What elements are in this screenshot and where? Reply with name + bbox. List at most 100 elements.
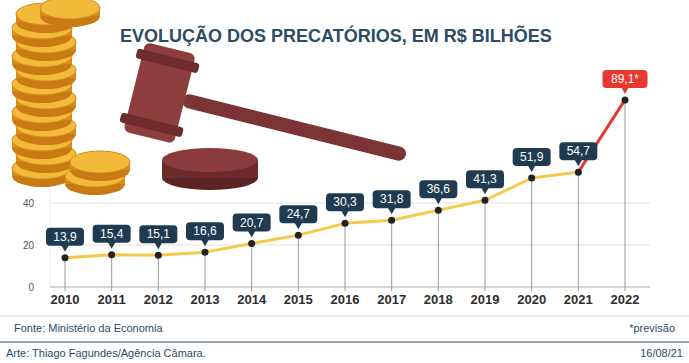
x-tick xyxy=(438,287,439,291)
marker xyxy=(622,96,629,103)
background xyxy=(0,0,689,363)
data-label: 16,6 xyxy=(193,224,217,238)
gavel-head xyxy=(119,112,184,137)
marker xyxy=(575,169,582,176)
x-tick xyxy=(111,287,112,291)
y-tick-label: 40 xyxy=(23,198,35,209)
credit: Arte: Thiago Fagundes/Agência Câmara. xyxy=(6,347,206,359)
x-tick xyxy=(345,287,346,291)
x-tick xyxy=(205,287,206,291)
drop-line xyxy=(625,100,626,287)
x-tick-label: 2013 xyxy=(191,292,220,307)
line xyxy=(578,100,625,172)
y-tick-label: 20 xyxy=(23,240,35,251)
x-tick-label: 2018 xyxy=(424,292,453,307)
date: 16/08/21 xyxy=(640,347,683,359)
label-bubble xyxy=(559,142,597,160)
marker xyxy=(295,232,302,239)
chart: 0 20 40 EVOLUÇÃO DOS PRECATÓRIOS, EM R$ BIL… xyxy=(0,0,689,363)
x-tick-label: 2021 xyxy=(564,292,593,307)
x-tick-label: 2022 xyxy=(611,292,640,307)
label-pointer xyxy=(388,207,396,214)
label-pointer xyxy=(201,239,209,246)
label-pointer xyxy=(434,197,442,204)
x-tick-label: 2016 xyxy=(331,292,360,307)
x-tick xyxy=(298,287,299,291)
x-tick-label: 2010 xyxy=(51,292,80,307)
label-pointer xyxy=(621,87,629,94)
marker xyxy=(528,175,535,182)
marker xyxy=(482,197,489,204)
coin xyxy=(40,0,100,19)
drop-line xyxy=(111,255,112,287)
data-label: 15,1 xyxy=(147,227,171,241)
x-tick xyxy=(251,287,252,291)
label-bubble xyxy=(139,225,177,243)
label-pointer xyxy=(481,187,489,194)
marker xyxy=(108,251,115,258)
label-bubble xyxy=(373,190,411,208)
label-bubble xyxy=(326,193,364,211)
label-bubble xyxy=(466,170,504,188)
label-bubble xyxy=(513,148,551,166)
x-tick-label: 2011 xyxy=(98,292,126,307)
drop-line xyxy=(251,244,252,287)
note: *previsão xyxy=(629,322,675,334)
y-tick-label: 0 xyxy=(28,282,34,293)
drop-line xyxy=(298,235,299,287)
label-bubble xyxy=(233,214,271,232)
drop-line xyxy=(205,252,206,287)
drop-line xyxy=(485,200,486,287)
x-tick xyxy=(531,287,532,291)
footer-rule xyxy=(0,342,689,343)
marker xyxy=(388,217,395,224)
x-tick-label: 2015 xyxy=(284,292,313,307)
footer-rule xyxy=(0,316,689,317)
drop-line xyxy=(65,258,66,287)
label-bubble xyxy=(93,225,131,243)
label-pointer xyxy=(341,210,349,217)
data-label: 54,7 xyxy=(567,144,591,158)
x-tick-label: 2014 xyxy=(237,292,267,307)
x-tick-label: 2019 xyxy=(471,292,500,307)
label-pointer xyxy=(248,231,256,238)
marker xyxy=(155,252,162,259)
drop-line xyxy=(345,223,346,287)
label-pointer xyxy=(528,165,536,172)
label-bubble xyxy=(603,70,648,88)
label-pointer xyxy=(61,245,69,252)
drop-line xyxy=(158,255,159,287)
data-label: 24,7 xyxy=(287,207,311,221)
title: EVOLUÇÃO DOS PRECATÓRIOS, EM R$ BILHÕES xyxy=(120,25,552,46)
data-label: 41,3 xyxy=(473,172,497,186)
marker xyxy=(62,254,69,261)
x-tick xyxy=(625,287,626,291)
label-bubble xyxy=(186,222,224,240)
label-pointer xyxy=(294,222,302,229)
marker xyxy=(435,207,442,214)
gavel-head xyxy=(135,48,200,73)
drop-line xyxy=(531,178,532,287)
x-tick xyxy=(485,287,486,291)
x-tick xyxy=(65,287,66,291)
grid-line xyxy=(50,245,650,246)
x-tick-label: 2012 xyxy=(144,292,173,307)
label-pointer xyxy=(108,242,116,249)
coin xyxy=(70,151,130,173)
label-pointer xyxy=(154,242,162,249)
label-pointer xyxy=(574,159,582,166)
data-label: 30,3 xyxy=(333,195,357,209)
grid-line xyxy=(50,287,650,288)
label-bubble xyxy=(46,228,84,246)
data-label: 20,7 xyxy=(240,216,264,230)
data-label: 51,9 xyxy=(520,150,544,164)
drop-line xyxy=(578,172,579,287)
marker xyxy=(248,240,255,247)
source: Fonte: Ministério da Economia xyxy=(14,322,163,334)
data-label: 15,4 xyxy=(100,227,124,241)
data-label: 36,6 xyxy=(427,182,451,196)
x-tick xyxy=(158,287,159,291)
drop-line xyxy=(391,220,392,287)
x-tick xyxy=(391,287,392,291)
label-bubble xyxy=(419,180,457,198)
